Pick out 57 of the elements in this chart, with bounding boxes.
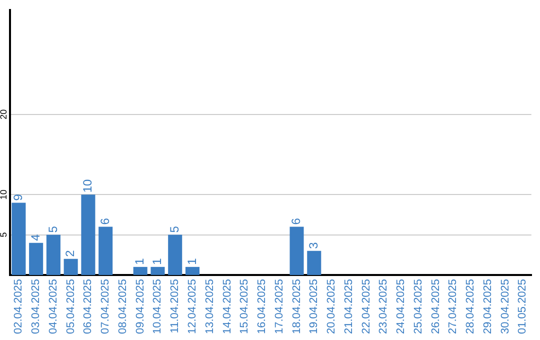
data-label: 1 (150, 258, 164, 265)
bar (46, 234, 60, 275)
data-label: 4 (28, 234, 42, 241)
data-label: 1 (184, 258, 199, 265)
y-tick-label: 5 (0, 232, 8, 238)
x-tick-label: 25.04.2025 (412, 278, 424, 334)
x-tick-label: 30.04.2025 (499, 278, 512, 334)
bar (98, 226, 113, 275)
bar (168, 234, 182, 275)
x-tick-label: 14.04.2025 (221, 278, 234, 334)
x-tick-label: 22.04.2025 (360, 278, 372, 334)
x-tick-label: 16.04.2025 (256, 278, 268, 334)
x-tick-label: 26.04.2025 (430, 278, 442, 334)
x-tick-label: 27.04.2025 (447, 278, 460, 334)
bar (64, 258, 78, 275)
x-tick-label: 15.04.2025 (238, 278, 251, 334)
data-label: 6 (289, 218, 304, 225)
x-tick-label: 08.04.2025 (116, 278, 129, 334)
data-label: 9 (11, 194, 25, 201)
x-tick-label: 21.04.2025 (342, 278, 355, 334)
bar (150, 266, 165, 275)
x-tick-label: 20.04.2025 (326, 278, 338, 334)
y-tick-label: 20 (0, 109, 8, 120)
x-tick-label: 07.04.2025 (100, 278, 112, 334)
bar (29, 242, 44, 275)
data-label: 1 (132, 258, 147, 265)
x-tick-label: 10.04.2025 (152, 278, 164, 334)
data-label: 5 (167, 226, 182, 233)
x-tick-label: 24.04.2025 (395, 278, 408, 334)
bar (307, 250, 322, 275)
x-tick-label: 04.04.2025 (47, 278, 60, 334)
x-tick-label: 02.04.2025 (12, 278, 25, 334)
x-tick-label: 12.04.2025 (186, 278, 199, 334)
x-tick-label: 17.04.2025 (273, 278, 286, 334)
bar (185, 266, 200, 275)
data-label: 6 (98, 218, 112, 225)
bar (12, 202, 26, 275)
x-tick-label: 06.04.2025 (82, 278, 94, 334)
data-label: 2 (63, 250, 78, 257)
x-tick-label: 09.04.2025 (134, 278, 146, 334)
data-label: 5 (46, 226, 60, 233)
x-tick-label: 01.05.2025 (516, 278, 529, 334)
x-tick-label: 13.04.2025 (204, 278, 216, 334)
x-tick-label: 28.04.2025 (464, 278, 477, 334)
x-tick-label: 23.04.2025 (378, 278, 390, 334)
y-tick-label: 10 (0, 190, 8, 200)
x-tick-label: 11.04.2025 (169, 278, 182, 334)
bar (81, 194, 96, 275)
bar (133, 266, 148, 275)
x-tick-label: 18.04.2025 (290, 278, 303, 334)
x-tick-label: 03.04.2025 (30, 278, 42, 334)
x-tick-label: 19.04.2025 (308, 278, 320, 334)
bar (290, 226, 304, 275)
data-label: 3 (306, 242, 320, 249)
data-label: 10 (80, 178, 95, 193)
x-tick-label: 05.04.2025 (64, 278, 77, 334)
x-tick-label: 29.04.2025 (482, 278, 494, 334)
